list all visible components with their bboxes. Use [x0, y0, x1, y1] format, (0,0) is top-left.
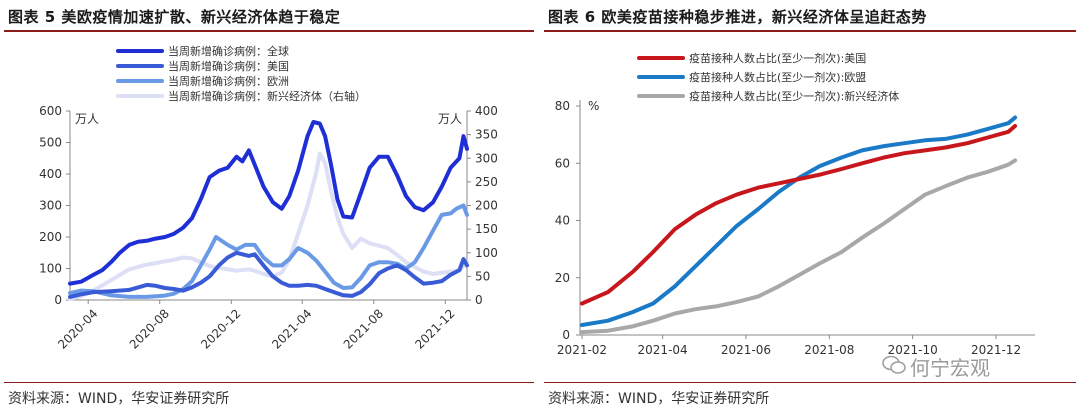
right-source-rule	[544, 382, 1076, 383]
legend-label-2: 当周新增确诊病例：美国	[168, 59, 289, 73]
y-right-tick-label: 250	[475, 175, 498, 189]
legend-label-3: 疫苗接种人数占比(至少一剂次):新兴经济体	[689, 89, 899, 103]
left-title-rule	[4, 30, 534, 32]
x-tick-label: 2021-02	[557, 343, 607, 357]
y-tick-label: 20	[555, 271, 570, 285]
series-line-4	[68, 151, 469, 302]
y-right-tick-label: 400	[475, 104, 498, 118]
y-right-unit-label: 万人	[438, 112, 462, 126]
y-right-tick-label: 50	[475, 269, 490, 283]
x-tick-label: 2021-08	[341, 306, 386, 351]
x-tick-label: 2021-06	[721, 343, 771, 357]
y-left-tick-label: 0	[54, 293, 62, 307]
legend-label-3: 当周新增确诊病例：欧洲	[168, 74, 289, 88]
left-figure-title: 图表 5 美欧疫情加速扩散、新兴经济体趋于稳定	[8, 8, 341, 26]
y-tick-label: 0	[562, 328, 570, 342]
x-tick-label: 2021-10	[888, 343, 938, 357]
y-left-tick-label: 400	[39, 167, 62, 181]
y-right-tick-label: 100	[475, 246, 498, 260]
x-tick-label: 2021-12	[971, 343, 1021, 357]
legend-label-2: 疫苗接种人数占比(至少一剂次):欧盟	[689, 70, 866, 84]
right-figure-panel: 图表 6 欧美疫苗接种稳步推进，新兴经济体呈追赶态势 0 20 40 60 80% 202…	[540, 0, 1080, 416]
y-right-tick-label: 150	[475, 222, 498, 236]
right-chart: 0 20 40 60 80 % 2021-02 2021-04 2021-06 2021-08 20…	[555, 51, 1035, 357]
series-line-2	[68, 250, 469, 299]
x-tick-label: 2020-08	[127, 306, 172, 351]
watermark-text: 何宁宏观	[910, 356, 990, 380]
y-left-unit-label: 万人	[75, 112, 99, 126]
x-tick-label: 2021-04	[638, 343, 688, 357]
y-left-tick-label: 200	[39, 230, 62, 244]
x-tick-label: 2021-08	[804, 343, 854, 357]
right-figure-title: 图表 6 欧美疫苗接种稳步推进，新兴经济体呈追赶态势	[548, 8, 927, 26]
legend-label-1: 当周新增确诊病例：全球	[168, 44, 289, 58]
y-right-tick-label: 350	[475, 128, 498, 142]
y-left-tick-label: 300	[39, 199, 62, 213]
left-chart: 0 100 200 300 400 500 600 0 50 100 150 200 250 300 350…	[39, 44, 498, 352]
y-tick-label: 60	[555, 156, 570, 170]
y-tick-label: 40	[555, 214, 570, 228]
x-tick-label: 2021-04	[269, 306, 314, 351]
series-line-1	[580, 124, 1018, 306]
series-line-3	[580, 158, 1018, 335]
y-left-tick-label: 500	[39, 136, 62, 150]
series-line-2	[580, 115, 1018, 327]
left-figure-panel: 图表 5 美欧疫情加速扩散、新兴经济体趋于稳定 0 100 200 300 400 500…	[0, 0, 538, 416]
x-tick-label: 2020-04	[55, 306, 100, 351]
wechat-icon	[882, 355, 906, 374]
y-left-tick-label: 600	[39, 104, 62, 118]
y-right-tick-label: 300	[475, 151, 498, 165]
legend-label-4: 当周新增确诊病例：新兴经济体（右轴）	[168, 89, 366, 103]
y-unit-label: %	[588, 99, 599, 113]
y-tick-label: 80	[555, 99, 570, 113]
legend-label-1: 疫苗接种人数占比(至少一剂次):美国	[689, 51, 866, 65]
x-tick-label: 2021-12	[412, 306, 457, 351]
right-title-rule	[544, 30, 1076, 32]
series-line-3	[68, 203, 469, 299]
left-source-rule	[4, 382, 534, 383]
y-right-tick-label: 0	[475, 293, 483, 307]
right-source-note: 资料来源：WIND，华安证券研究所	[548, 391, 770, 407]
y-right-tick-label: 200	[475, 199, 498, 213]
series-line-1	[68, 120, 469, 286]
y-left-tick-label: 100	[39, 262, 62, 276]
x-tick-label: 2020-12	[198, 306, 243, 351]
left-source-note: 资料来源：WIND，华安证券研究所	[8, 391, 230, 407]
